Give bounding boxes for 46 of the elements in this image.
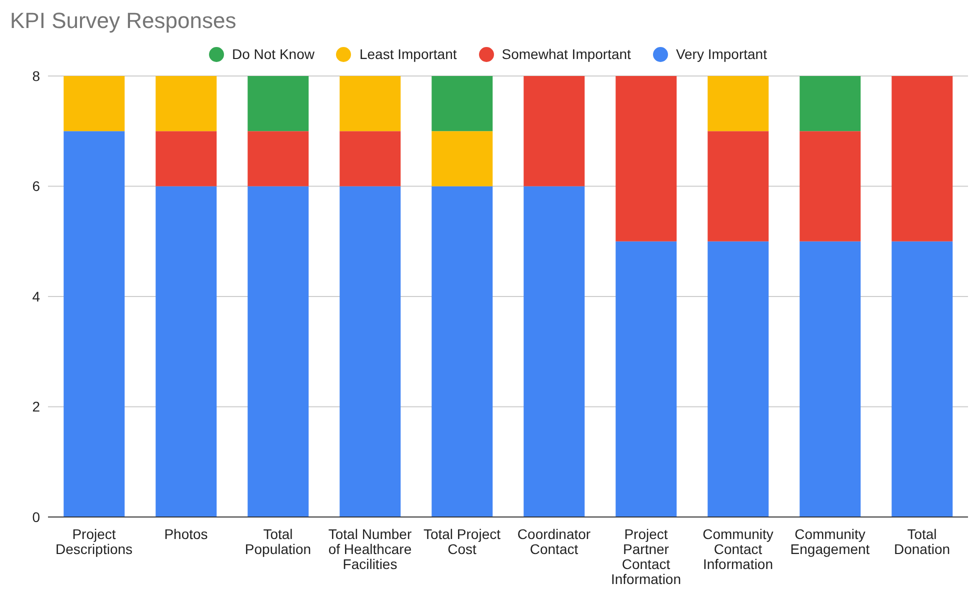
bar: [800, 76, 861, 132]
bar: [248, 186, 309, 517]
bar: [64, 76, 125, 132]
x-tick-label: Coordinator Contact: [517, 526, 591, 557]
bar: [892, 241, 953, 517]
chart-title: KPI Survey Responses: [9, 8, 238, 35]
bar: [524, 186, 585, 517]
y-tick-label: 4: [32, 288, 40, 304]
legend-label: Very Important: [674, 46, 767, 62]
x-tick-label: Community Engagement: [790, 526, 870, 557]
bar: [892, 76, 953, 242]
bar: [708, 76, 769, 132]
bar: [432, 76, 493, 132]
bar: [248, 131, 309, 186]
x-tick-label: Project Partner Contact Information: [610, 526, 682, 587]
bar: [616, 241, 677, 517]
x-tick-label: Total Project Cost: [423, 526, 501, 557]
x-tick-label: Total Population: [244, 526, 312, 557]
x-tick-label: Community Contact Information: [702, 526, 774, 572]
bar: [524, 76, 585, 186]
bar: [800, 241, 861, 517]
bar: [340, 76, 401, 132]
bar: [156, 186, 217, 517]
y-tick-label: 0: [32, 508, 40, 525]
y-tick-label: 2: [32, 398, 40, 415]
x-tick-label: Project Descriptions: [55, 526, 133, 557]
bar: [708, 131, 769, 242]
bar: [156, 76, 217, 132]
bar: [340, 186, 401, 517]
x-tick-label: Total Number of Healthcare Facilities: [328, 526, 412, 572]
bar: [156, 131, 217, 186]
y-tick-label: 8: [32, 68, 40, 84]
bar: [616, 76, 677, 242]
legend-label: Do Not Know: [231, 46, 314, 62]
x-tick-label: Photos: [164, 526, 208, 542]
bar: [248, 76, 309, 132]
bar: [64, 131, 125, 517]
legend-label: Least Important: [358, 46, 457, 62]
y-tick-label: 6: [32, 178, 40, 194]
bar: [340, 131, 401, 186]
x-tick-label: Total Donation: [894, 526, 950, 557]
bar: [708, 241, 769, 517]
bar: [432, 186, 493, 517]
legend-label: Somewhat Important: [500, 46, 631, 62]
bar: [432, 131, 493, 186]
bar: [800, 131, 861, 242]
